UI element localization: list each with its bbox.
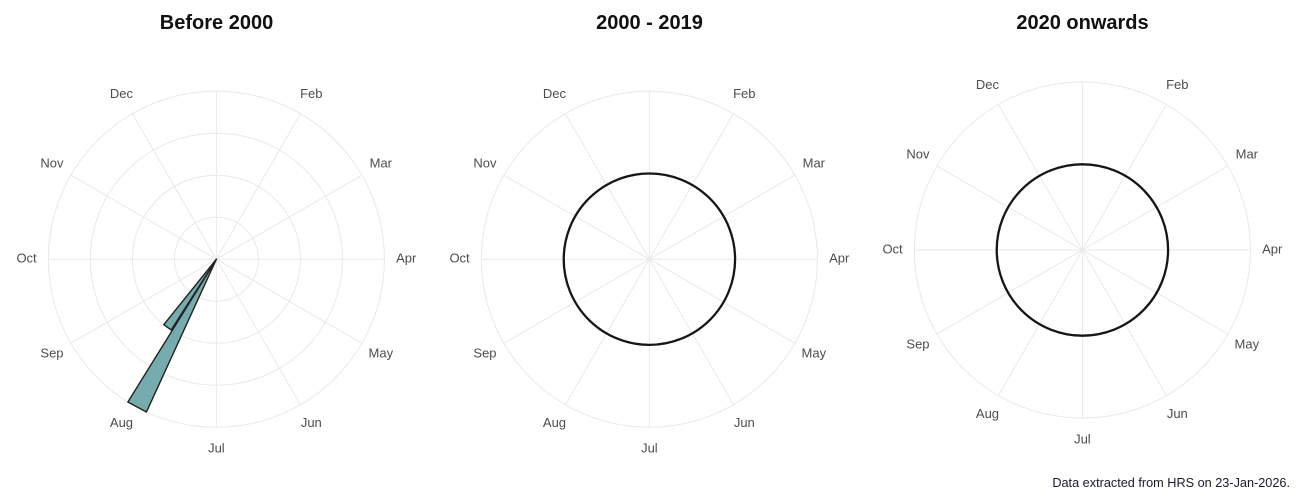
svg-text:Oct: Oct xyxy=(882,241,903,256)
svg-text:Jul: Jul xyxy=(1074,431,1091,446)
svg-text:Dec: Dec xyxy=(110,86,134,101)
svg-text:Nov: Nov xyxy=(473,156,497,171)
svg-text:May: May xyxy=(1235,336,1260,351)
svg-text:Jun: Jun xyxy=(734,415,755,430)
svg-text:Oct: Oct xyxy=(16,251,37,266)
svg-text:Jul: Jul xyxy=(641,440,658,455)
svg-text:Apr: Apr xyxy=(396,251,417,266)
svg-text:Aug: Aug xyxy=(110,415,133,430)
svg-text:Aug: Aug xyxy=(976,406,999,421)
svg-text:Nov: Nov xyxy=(40,156,64,171)
svg-text:Mar: Mar xyxy=(370,156,393,171)
svg-text:Feb: Feb xyxy=(733,86,755,101)
svg-text:Sep: Sep xyxy=(906,336,929,351)
svg-text:Apr: Apr xyxy=(829,251,850,266)
svg-text:Nov: Nov xyxy=(906,147,930,162)
svg-text:Feb: Feb xyxy=(300,86,322,101)
svg-text:Dec: Dec xyxy=(976,77,1000,92)
svg-text:Aug: Aug xyxy=(543,415,566,430)
svg-text:May: May xyxy=(369,346,394,361)
svg-text:Mar: Mar xyxy=(1236,147,1259,162)
svg-text:Mar: Mar xyxy=(803,156,826,171)
svg-text:Feb: Feb xyxy=(1166,77,1188,92)
svg-text:Jul: Jul xyxy=(208,440,225,455)
svg-text:Sep: Sep xyxy=(40,346,63,361)
svg-text:Jun: Jun xyxy=(1167,406,1188,421)
svg-text:May: May xyxy=(802,346,827,361)
svg-text:Jun: Jun xyxy=(301,415,322,430)
svg-text:Oct: Oct xyxy=(449,251,470,266)
svg-text:Apr: Apr xyxy=(1262,241,1283,256)
svg-text:Dec: Dec xyxy=(543,86,567,101)
svg-text:Sep: Sep xyxy=(473,346,496,361)
